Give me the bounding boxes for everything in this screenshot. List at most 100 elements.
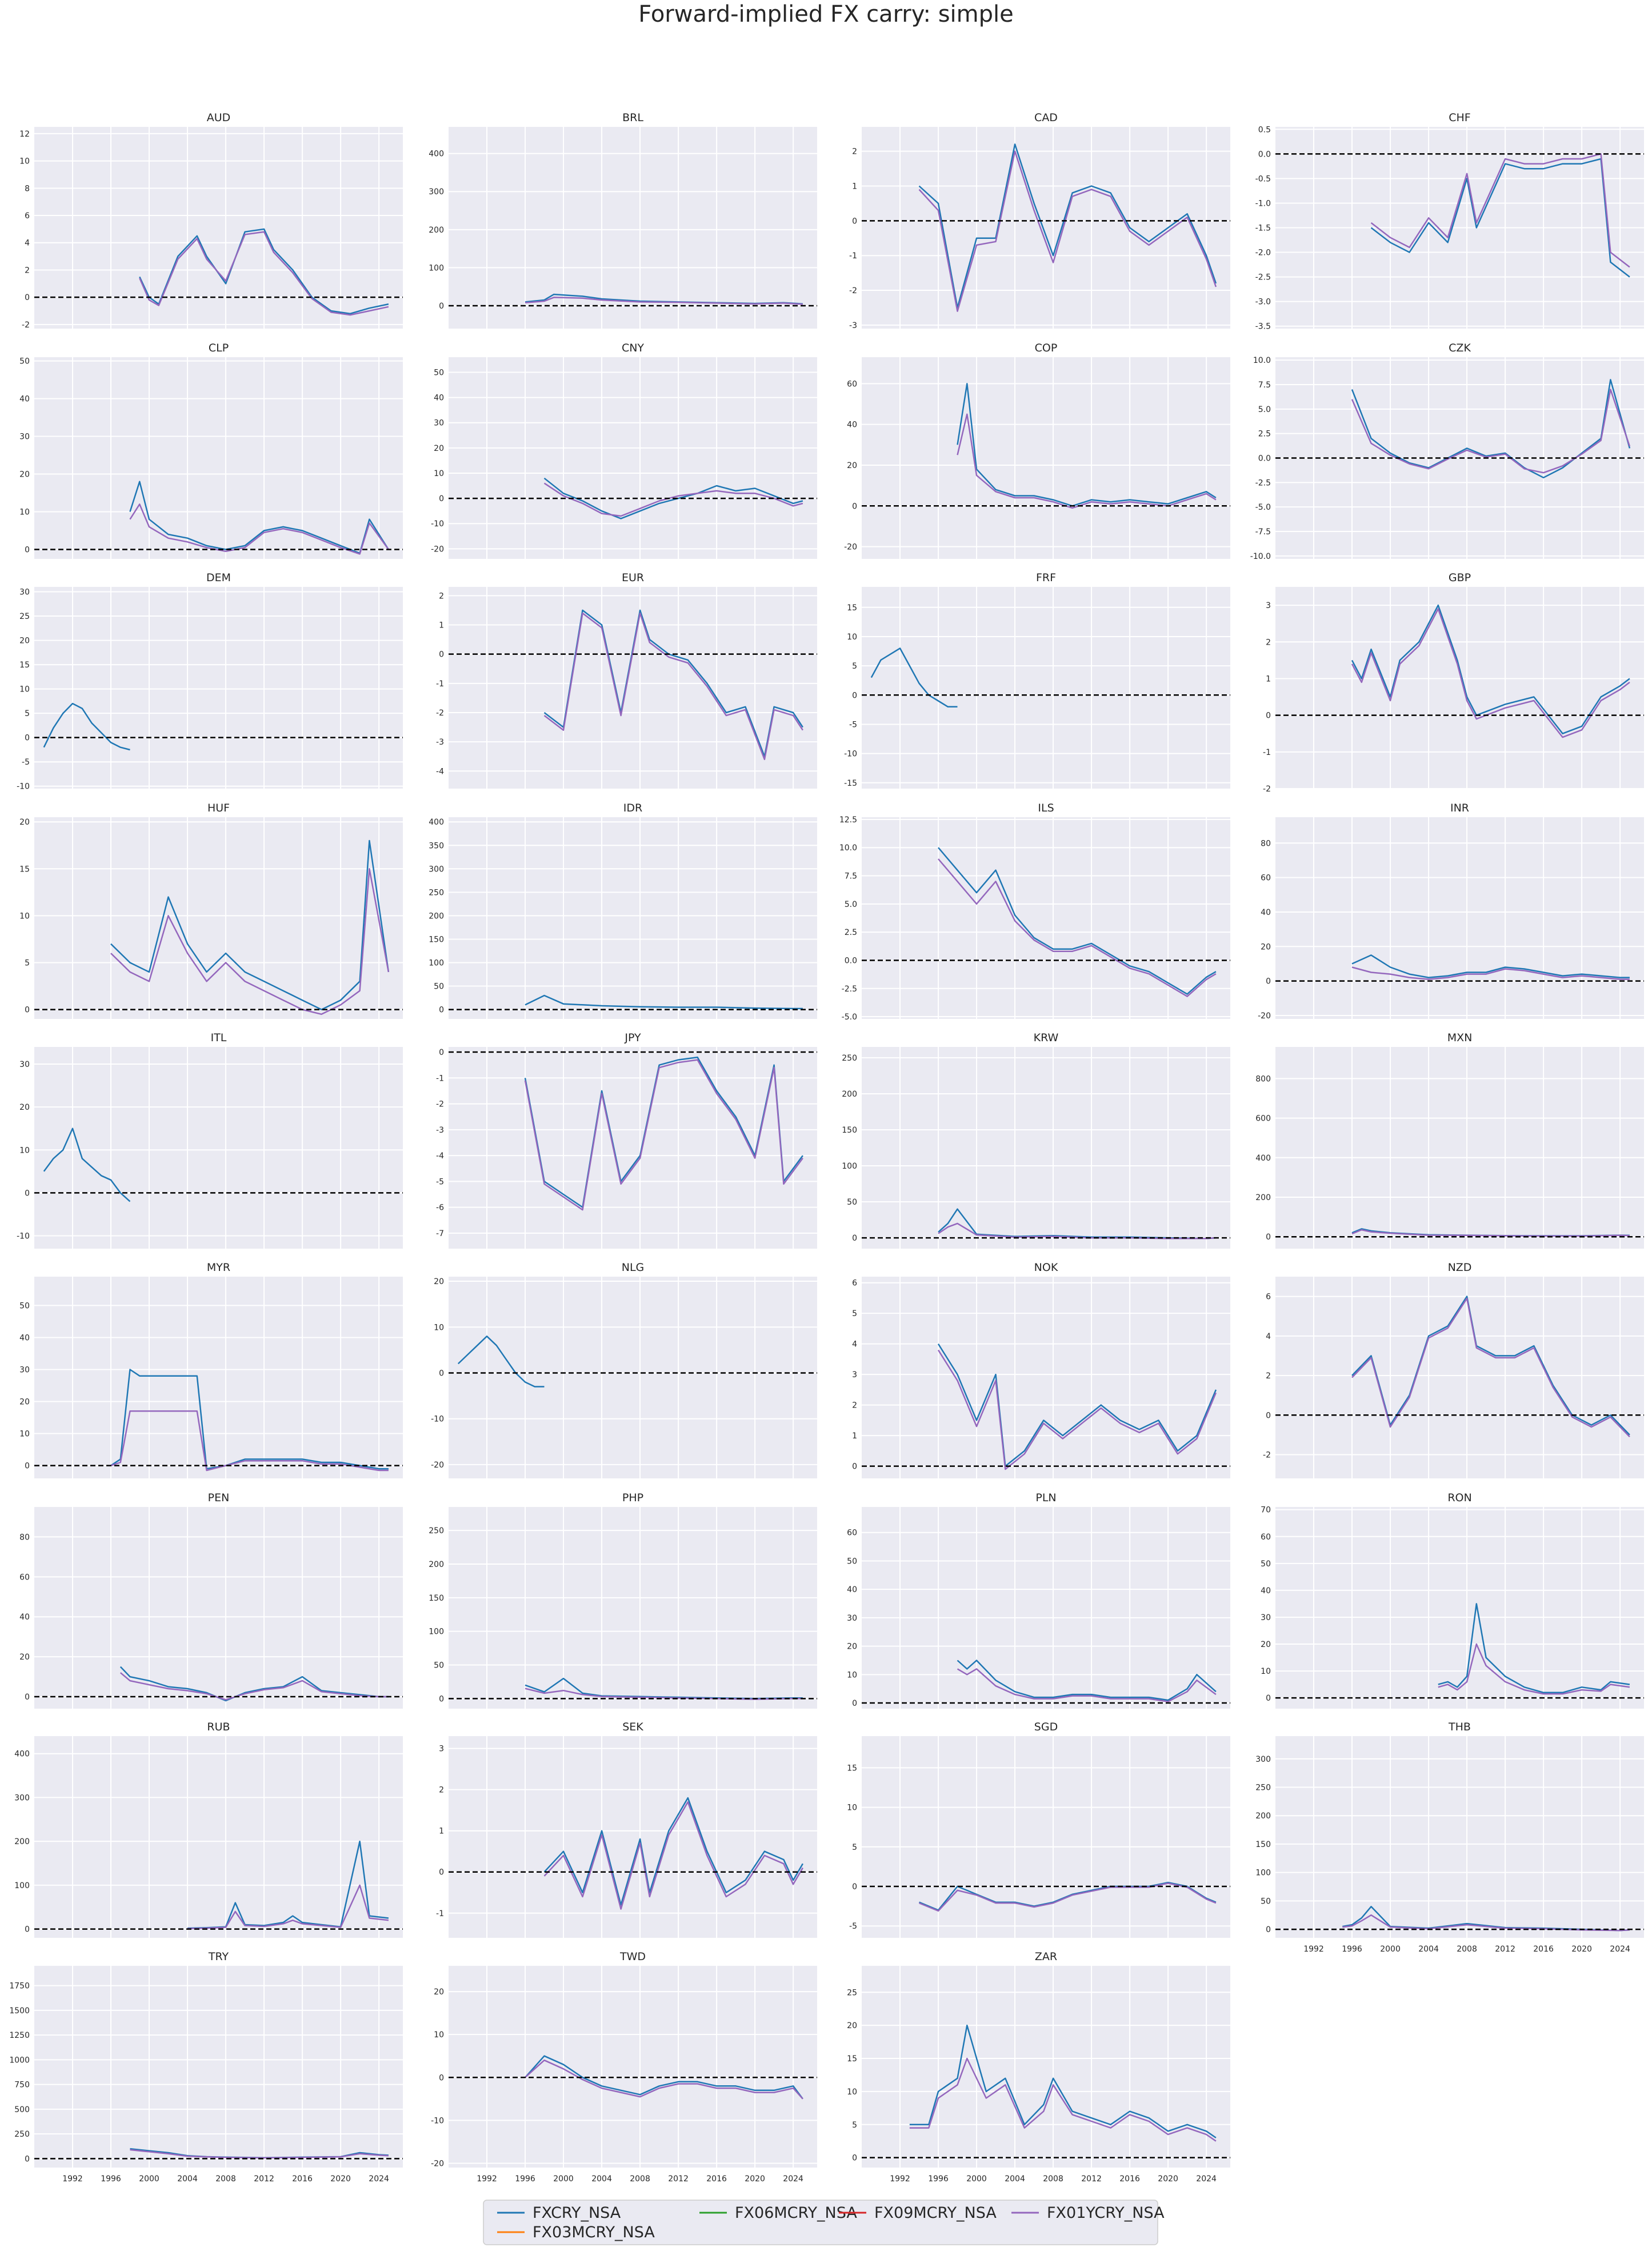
y-tick-label: 40 — [434, 394, 444, 403]
y-tick-label: -5 — [849, 720, 857, 729]
panel-background — [862, 1047, 1230, 1249]
y-tick-label: 0 — [25, 1006, 30, 1015]
panel-title: TWD — [619, 1950, 646, 1963]
y-tick-label: 20 — [19, 818, 30, 827]
y-tick-label: 400 — [14, 1750, 30, 1759]
panel-background — [34, 357, 403, 559]
y-tick-label: 40 — [19, 1613, 30, 1622]
panel-background — [1275, 1736, 1644, 1938]
y-tick-label: -20 — [431, 1461, 444, 1470]
y-tick-label: 12 — [19, 130, 30, 139]
x-tick-label: 1992 — [477, 2174, 497, 2184]
series-line-fx01ycry_nsa — [909, 2057, 1217, 2142]
y-tick-label: 20 — [847, 461, 857, 470]
panel-try: 0 250 500 750 1000 1250 1500 1750 TRY 1992 1996 200… — [9, 1950, 403, 2184]
y-tick-label: 50 — [434, 1661, 444, 1670]
series-line-fxcry_nsa — [43, 702, 130, 751]
y-tick-label: 100 — [842, 1162, 857, 1171]
x-tick-label: 1996 — [515, 2174, 535, 2184]
y-tick-label: 0 — [439, 1369, 444, 1378]
y-tick-label: 100 — [429, 1628, 444, 1637]
series-line-fx01ycry_nsa — [918, 150, 1217, 312]
y-tick-label: 0 — [439, 1694, 444, 1704]
y-tick-label: 60 — [847, 1529, 857, 1538]
panel-title: CHF — [1449, 111, 1470, 124]
y-tick-label: 2 — [852, 147, 857, 157]
y-tick-label: 20 — [1261, 1640, 1271, 1649]
y-tick-label: -20 — [431, 2159, 444, 2168]
y-tick-label: 15 — [19, 865, 30, 874]
y-tick-label: 0 — [25, 1189, 30, 1198]
x-tick-label: 2020 — [745, 2174, 765, 2184]
y-tick-label: 15 — [847, 2054, 857, 2064]
panel-title: RON — [1447, 1492, 1471, 1504]
y-tick-label: 0.0 — [1258, 150, 1271, 159]
panel-dem: -10 -5 0 5 10 15 20 25 30 DEM — [17, 571, 403, 791]
y-tick-label: 50 — [19, 357, 30, 366]
legend-label: FXCRY_NSA — [533, 2204, 621, 2222]
y-tick-label: 7.5 — [845, 872, 857, 881]
y-tick-label: -3 — [436, 1126, 444, 1135]
y-tick-label: 200 — [842, 1090, 857, 1099]
panel-title: ILS — [1038, 802, 1054, 814]
y-tick-label: 10 — [1261, 1667, 1271, 1676]
y-tick-label: 20 — [847, 1642, 857, 1652]
y-tick-label: 40 — [847, 421, 857, 430]
series-line-fx01ycry_nsa — [119, 1672, 389, 1701]
y-tick-label: 30 — [19, 433, 30, 442]
y-tick-label: 2 — [439, 1786, 444, 1795]
x-tick-label: 2016 — [1533, 1945, 1554, 1954]
x-tick-label: 2000 — [1380, 1945, 1401, 1954]
series-line-fx01ycry_nsa — [129, 503, 389, 555]
series-line-fx01ycry_nsa — [1351, 608, 1630, 738]
panel-twd: -20 -10 0 10 20 TWD 1992 1996 2000 2004 2008 2012 20… — [431, 1950, 817, 2184]
series-line-fx01ycry_nsa — [543, 1801, 803, 1910]
y-tick-label: 10 — [434, 1323, 444, 1332]
series-line-fxcry_nsa — [938, 847, 1217, 995]
x-tick-label: 2008 — [1457, 1945, 1477, 1954]
series-line-fx01ycry_nsa — [957, 1668, 1217, 1702]
panel-background — [449, 587, 817, 789]
y-tick-label: 0 — [439, 494, 444, 503]
y-tick-label: 0 — [852, 1234, 857, 1243]
panel-title: THB — [1448, 1721, 1471, 1733]
y-tick-label: 30 — [19, 588, 30, 597]
y-tick-label: -5.0 — [1255, 503, 1271, 512]
x-tick-label: 2024 — [369, 2174, 389, 2184]
y-tick-label: 250 — [429, 1526, 444, 1536]
x-tick-label: 1996 — [928, 2174, 949, 2184]
y-tick-label: 10 — [19, 508, 30, 517]
y-tick-label: 60 — [1261, 1533, 1271, 1542]
y-tick-label: 60 — [1261, 874, 1271, 883]
panel-background — [862, 127, 1230, 329]
panel-background — [1275, 1507, 1644, 1709]
series-line-fxcry_nsa — [525, 994, 803, 1010]
y-tick-label: -2.5 — [1255, 478, 1271, 487]
legend: FXCRY_NSA FX03MCRY_NSA FX06MCRY_NSA FX09MCR… — [483, 2200, 1165, 2245]
panel-title: KRW — [1034, 1031, 1059, 1044]
series-line-fxcry_nsa — [870, 647, 958, 708]
y-tick-label: 800 — [1255, 1074, 1271, 1083]
y-tick-label: -20 — [844, 543, 857, 552]
y-tick-label: 20 — [19, 1103, 30, 1112]
y-tick-label: 10 — [434, 469, 444, 478]
y-tick-label: -2.5 — [1255, 273, 1271, 282]
y-tick-label: 10 — [847, 633, 857, 642]
y-tick-label: 10 — [19, 1430, 30, 1439]
y-tick-label: 25 — [19, 612, 30, 621]
y-tick-label: 7.5 — [1258, 381, 1271, 390]
x-tick-label: 2020 — [330, 2174, 351, 2184]
panel-background — [34, 1047, 403, 1249]
panel-sgd: -5 0 5 10 15 SGD — [847, 1721, 1230, 1938]
series-line-fxcry_nsa — [457, 1336, 545, 1388]
y-tick-label: 5 — [25, 709, 30, 718]
panel-background — [34, 127, 403, 329]
y-tick-label: 10 — [19, 685, 30, 694]
y-tick-label: 1750 — [9, 1982, 30, 1991]
panel-idr: 0 50 100 150 200 250 300 350 400 IDR — [429, 802, 817, 1019]
panel-title: BRL — [622, 111, 643, 124]
y-tick-label: 200 — [1255, 1193, 1271, 1202]
x-tick-label: 2012 — [1495, 1945, 1515, 1954]
y-tick-label: -5.0 — [842, 1013, 857, 1022]
